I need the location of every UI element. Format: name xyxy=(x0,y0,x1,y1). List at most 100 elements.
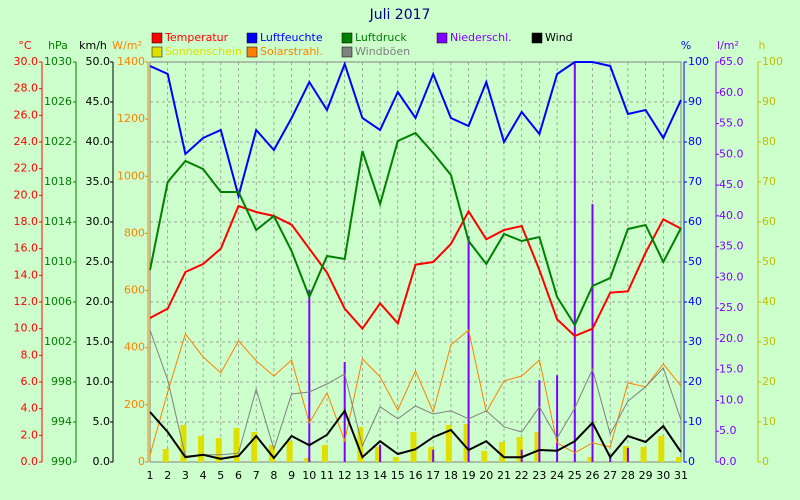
x-tick-label: 8 xyxy=(270,469,277,482)
x-tick-label: 29 xyxy=(639,469,653,482)
tick-label: 28.0 xyxy=(14,82,39,95)
x-tick-label: 3 xyxy=(182,469,189,482)
x-tick-label: 31 xyxy=(674,469,688,482)
series-line xyxy=(149,329,682,457)
tick-label: 35.0 xyxy=(719,240,744,253)
tick-label: 20.0 xyxy=(86,295,111,308)
x-tick-label: 11 xyxy=(320,469,334,482)
bar xyxy=(410,432,417,462)
tick-label: 0.0 xyxy=(93,455,111,468)
legend-swatch xyxy=(341,46,353,58)
tick-label: 50 xyxy=(762,255,776,268)
series-line xyxy=(149,61,682,200)
legend-swatch xyxy=(151,32,163,44)
axis-unit: km/h xyxy=(79,39,107,52)
tick-label: 10.0 xyxy=(14,322,39,335)
x-tick-label: 12 xyxy=(338,469,352,482)
precip-bar xyxy=(573,62,576,462)
x-tick-label: 27 xyxy=(603,469,617,482)
precip-bar xyxy=(626,447,629,462)
legend-swatch xyxy=(246,32,258,44)
tick-label: 80 xyxy=(762,135,776,148)
tick-label: 22.0 xyxy=(14,162,39,175)
legend-label: Niederschl. xyxy=(450,31,512,44)
tick-label: 1006 xyxy=(44,295,72,308)
tick-label: 0 xyxy=(688,455,695,468)
tick-label: 1030 xyxy=(44,55,72,68)
legend-label: Luftfeuchte xyxy=(260,31,323,44)
tick-label: 30.0 xyxy=(719,270,744,283)
x-tick-label: 16 xyxy=(409,469,423,482)
tick-label: 90 xyxy=(762,95,776,108)
tick-label: 70 xyxy=(688,175,702,188)
axis-unit: l/m² xyxy=(717,39,739,52)
precip-bar xyxy=(379,444,382,462)
bar xyxy=(251,432,258,462)
tick-label: 1400 xyxy=(117,55,145,68)
tick-label: 30.0 xyxy=(86,215,111,228)
bar xyxy=(534,432,541,462)
x-tick-label: 10 xyxy=(302,469,316,482)
tick-label: 45.0 xyxy=(86,95,111,108)
tick-label: 1022 xyxy=(44,135,72,148)
tick-label: 14.0 xyxy=(14,268,39,281)
chart-title: Juli 2017 xyxy=(369,7,431,23)
x-tick-label: 7 xyxy=(253,469,260,482)
legend-label: Wind xyxy=(545,31,573,44)
bar xyxy=(375,447,382,462)
precip-bar xyxy=(432,449,435,462)
axis-unit: % xyxy=(681,39,691,52)
tick-label: 45.0 xyxy=(719,178,744,191)
tick-label: 40 xyxy=(762,295,776,308)
precip-bar xyxy=(520,449,523,462)
tick-label: 55.0 xyxy=(719,117,744,130)
legend-label: Luftdruck xyxy=(355,31,407,44)
tick-label: 1026 xyxy=(44,95,72,108)
x-tick-label: 17 xyxy=(426,469,440,482)
tick-label: 65.0 xyxy=(719,55,744,68)
tick-label: 100 xyxy=(762,55,783,68)
tick-label: 50 xyxy=(688,255,702,268)
legend-label: Windböen xyxy=(355,45,410,58)
bar xyxy=(392,457,399,462)
x-tick-label: 6 xyxy=(235,469,242,482)
axis-unit: hPa xyxy=(48,39,68,52)
legend-label: Temperatur xyxy=(164,31,229,44)
x-tick-label: 14 xyxy=(373,469,387,482)
bar xyxy=(286,441,293,462)
tick-label: 200 xyxy=(124,398,145,411)
tick-label: 40.0 xyxy=(719,209,744,222)
tick-label: 30 xyxy=(688,335,702,348)
tick-label: 20 xyxy=(688,375,702,388)
tick-label: 90 xyxy=(688,95,702,108)
x-tick-label: 1 xyxy=(147,469,154,482)
tick-label: 400 xyxy=(124,341,145,354)
tick-label: 26.0 xyxy=(14,108,39,121)
tick-label: 1018 xyxy=(44,175,72,188)
bar xyxy=(304,458,311,462)
tick-label: 30.0 xyxy=(14,55,39,68)
tick-label: 8.0 xyxy=(21,348,39,361)
series-line xyxy=(149,329,682,456)
tick-label: 40.0 xyxy=(86,135,111,148)
tick-label: 0.0 xyxy=(21,455,39,468)
tick-label: 2.0 xyxy=(21,428,39,441)
bar xyxy=(481,451,488,462)
tick-label: 20 xyxy=(762,375,776,388)
legend-label: Sonnenschein xyxy=(165,45,242,58)
legend-swatch xyxy=(531,32,543,44)
tick-label: 15.0 xyxy=(719,363,744,376)
bar xyxy=(268,445,275,462)
tick-label: 100 xyxy=(688,55,709,68)
tick-label: 1002 xyxy=(44,335,72,348)
bar xyxy=(676,457,682,462)
tick-label: 0 xyxy=(138,455,145,468)
tick-label: 40 xyxy=(688,295,702,308)
legend-label: Solarstrahl. xyxy=(260,45,323,58)
bar xyxy=(428,447,435,462)
tick-label: 0 xyxy=(762,455,769,468)
tick-label: 30 xyxy=(762,335,776,348)
tick-label: 0.0 xyxy=(719,455,737,468)
tick-label: 1014 xyxy=(44,215,72,228)
